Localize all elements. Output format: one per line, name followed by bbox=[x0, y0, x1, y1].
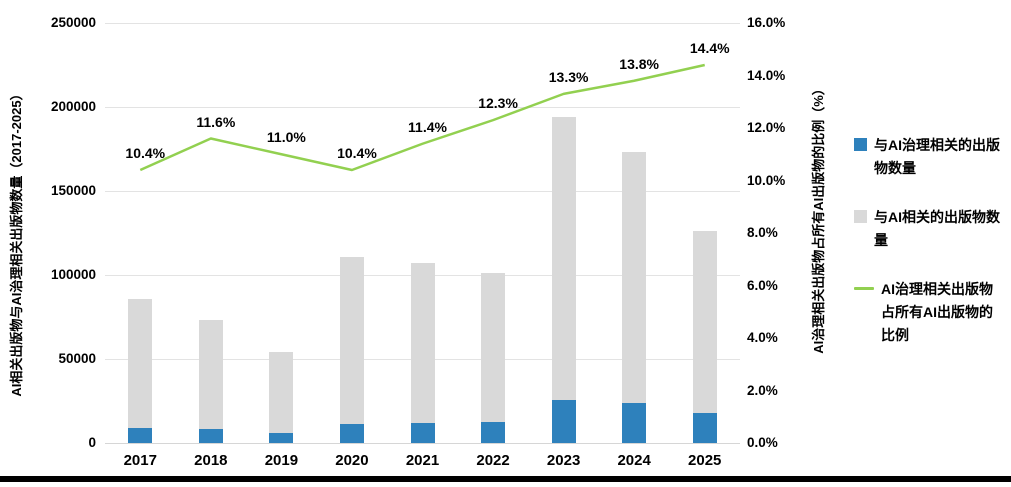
gridline bbox=[105, 190, 740, 192]
bar-ai-publications bbox=[622, 152, 647, 443]
legend-item: 与AI治理相关的出版物数量 bbox=[854, 134, 1006, 180]
left-axis-title: AI相关出版物与AI治理相关出版物数量（2017-2025） bbox=[9, 87, 24, 397]
x-axis-label: 2019 bbox=[264, 452, 299, 469]
legend-label: 与AI治理相关的出版物数量 bbox=[874, 137, 1000, 176]
line-point-label: 13.3% bbox=[548, 68, 589, 85]
legend-label: 与AI相关的出版物数量 bbox=[874, 209, 1000, 248]
bar-governance-publications bbox=[128, 428, 153, 443]
y-axis-tick-right: 14.0% bbox=[747, 67, 786, 83]
line-point-label: 11.6% bbox=[196, 113, 236, 130]
legend-square-swatch-icon bbox=[854, 210, 867, 223]
legend-label: AI治理相关出版物占所有AI出版物的比例 bbox=[881, 281, 993, 343]
x-axis-label: 2018 bbox=[194, 452, 228, 469]
bar-ai-publications bbox=[551, 117, 576, 443]
bar-ai-publications bbox=[481, 273, 506, 443]
line-point-label: 12.3% bbox=[478, 95, 518, 112]
bar-ai-publications bbox=[339, 256, 364, 443]
bar-governance-publications bbox=[410, 422, 435, 443]
x-axis-label: 2020 bbox=[335, 452, 369, 469]
y-axis-tick-right: 8.0% bbox=[747, 225, 778, 240]
y-axis-tick-right: 10.0% bbox=[747, 172, 786, 188]
legend-line-swatch-icon bbox=[854, 287, 874, 290]
bar-ai-publications bbox=[410, 263, 435, 443]
bar-ai-publications bbox=[198, 320, 223, 443]
gridline bbox=[105, 106, 740, 108]
legend-square-swatch-icon bbox=[854, 138, 867, 151]
gridline bbox=[105, 22, 740, 24]
bar-governance-publications bbox=[269, 433, 294, 443]
x-axis-label: 2021 bbox=[405, 452, 440, 469]
bar-ai-publications bbox=[128, 298, 153, 443]
line-point-label: 11.0% bbox=[266, 129, 306, 146]
legend-item: AI治理相关出版物占所有AI出版物的比例 bbox=[854, 278, 1006, 347]
line-point-label: 13.8% bbox=[619, 55, 660, 72]
bar-governance-publications bbox=[692, 412, 717, 443]
bar-governance-publications bbox=[622, 402, 647, 443]
x-axis-label: 2017 bbox=[123, 452, 157, 469]
y-axis-tick-right: 4.0% bbox=[747, 330, 778, 345]
legend-item: 与AI相关的出版物数量 bbox=[854, 206, 1006, 252]
bar-ai-publications bbox=[269, 352, 294, 443]
bar-governance-publications bbox=[551, 399, 576, 443]
bar-governance-publications bbox=[339, 423, 364, 443]
bar-governance-publications bbox=[481, 422, 506, 443]
x-axis-label: 2022 bbox=[476, 452, 510, 469]
right-axis-title: AI治理相关出版物占所有AI出版物的比例（%） bbox=[811, 82, 826, 354]
y-axis-tick-right: 2.0% bbox=[747, 382, 778, 398]
y-axis-tick-left: 100000 bbox=[50, 267, 96, 282]
line-point-label: 10.4% bbox=[337, 145, 377, 161]
bar-governance-publications bbox=[198, 428, 223, 443]
gridline bbox=[105, 442, 740, 444]
y-axis-tick-right: 16.0% bbox=[747, 15, 786, 30]
line-point-label: 11.4% bbox=[408, 118, 447, 135]
y-axis-tick-left: 150000 bbox=[50, 183, 96, 198]
line-point-label: 14.4% bbox=[689, 40, 730, 56]
x-axis-label: 2023 bbox=[546, 452, 581, 469]
y-axis-tick-left: 250000 bbox=[50, 15, 96, 30]
legend: 与AI治理相关的出版物数量 与AI相关的出版物数量 AI治理相关出版物占所有AI出版… bbox=[854, 134, 1006, 347]
bar-ai-publications bbox=[692, 231, 717, 443]
y-axis-tick-left: 0 bbox=[88, 435, 96, 450]
y-axis-tick-right: 6.0% bbox=[747, 277, 778, 293]
y-axis-tick-left: 200000 bbox=[50, 99, 96, 114]
y-axis-tick-right: 12.0% bbox=[747, 120, 786, 135]
x-axis-label: 2024 bbox=[617, 452, 651, 469]
y-axis-tick-right: 0.0% bbox=[747, 435, 778, 450]
line-point-label: 10.4% bbox=[125, 145, 166, 161]
bottom-border bbox=[0, 476, 1011, 482]
x-axis-label: 2025 bbox=[688, 452, 722, 469]
y-axis-tick-left: 50000 bbox=[58, 351, 96, 366]
